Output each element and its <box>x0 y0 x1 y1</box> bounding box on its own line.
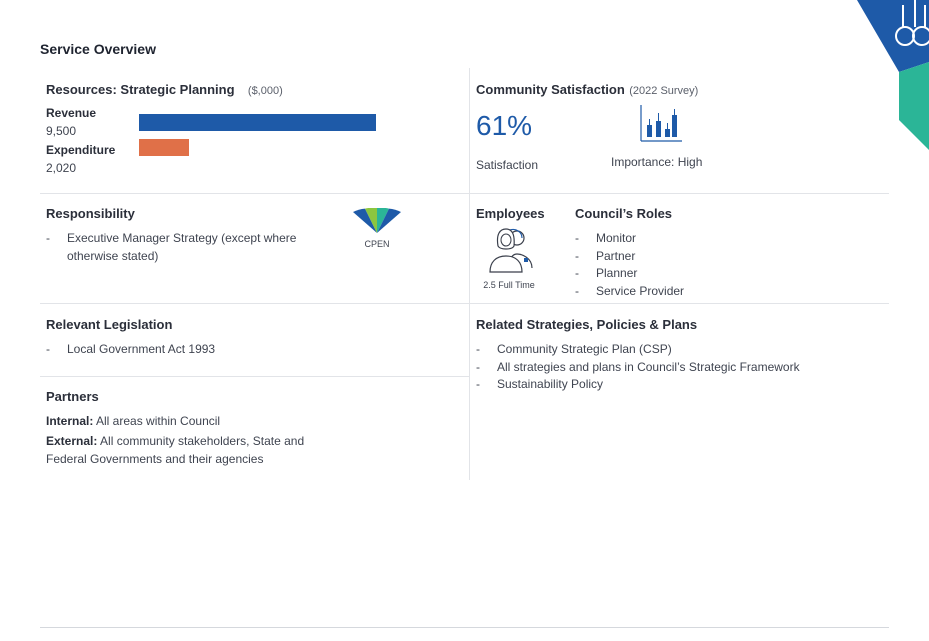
bar-chart-icon <box>640 105 682 142</box>
row-divider <box>40 303 889 304</box>
employees-title: Employees <box>476 206 545 221</box>
corner-decoration <box>857 0 929 150</box>
expenditure-value: 2,020 <box>46 161 77 175</box>
importance-label: Importance: High <box>611 155 703 169</box>
list-item: Executive Manager Strategy (except where… <box>46 230 326 265</box>
internal-text: All areas within Council <box>96 414 221 428</box>
list-item: All strategies and plans in Council’s St… <box>476 359 886 377</box>
resources-unit: ($,000) <box>247 85 283 97</box>
page-title: Service Overview <box>40 41 156 57</box>
list-item: Sustainability Policy <box>476 376 886 394</box>
revenue-bar <box>139 114 376 131</box>
related-list: Community Strategic Plan (CSP) All strat… <box>476 341 886 394</box>
list-item: Community Strategic Plan (CSP) <box>476 341 886 359</box>
external-label: External: <box>46 434 98 448</box>
related-title: Related Strategies, Policies & Plans <box>476 317 698 332</box>
footer-divider <box>40 627 889 628</box>
satisfaction-section-title: Community Satisfaction (2022 Survey) <box>476 81 698 99</box>
revenue-value: 9,500 <box>46 124 77 138</box>
expenditure-label: Expenditure <box>46 143 116 157</box>
legislation-title: Relevant Legislation <box>46 317 173 332</box>
employees-label: 2.5 Full Time <box>483 280 535 290</box>
employees-icon <box>489 228 533 273</box>
resources-title: Resources: Strategic Planning <box>46 82 235 97</box>
expenditure-bar <box>139 139 189 156</box>
legislation-list: Local Government Act 1993 <box>46 341 426 359</box>
satisfaction-survey: (2022 Survey) <box>629 85 699 97</box>
satisfaction-title: Community Satisfaction <box>476 82 625 97</box>
partners-external: External: All community stakeholders, St… <box>46 433 346 468</box>
list-item: Local Government Act 1993 <box>46 341 426 359</box>
roles-list: Monitor Partner Planner Service Provider <box>575 230 775 300</box>
partners-internal: Internal: All areas within Council <box>46 413 346 431</box>
resources-section-title: Resources: Strategic Planning ($,000) <box>46 81 283 99</box>
list-item: Service Provider <box>575 283 775 301</box>
cpen-label: CPEN <box>364 239 390 249</box>
list-item: Monitor <box>575 230 775 248</box>
responsibility-list: Executive Manager Strategy (except where… <box>46 230 326 265</box>
internal-label: Internal: <box>46 414 94 428</box>
external-text: All community stakeholders, State and Fe… <box>46 434 305 466</box>
revenue-label: Revenue <box>46 106 97 120</box>
partners-title: Partners <box>46 389 99 404</box>
cpen-segments-icon <box>353 208 401 233</box>
roles-title: Council’s Roles <box>575 206 673 221</box>
list-item: Partner <box>575 248 775 266</box>
satisfaction-percent: 61% <box>476 110 533 141</box>
row-divider <box>40 193 889 194</box>
satisfaction-label: Satisfaction <box>476 158 539 172</box>
partners-divider <box>40 376 469 377</box>
column-divider <box>469 68 470 480</box>
list-item: Planner <box>575 265 775 283</box>
responsibility-title: Responsibility <box>46 206 135 221</box>
